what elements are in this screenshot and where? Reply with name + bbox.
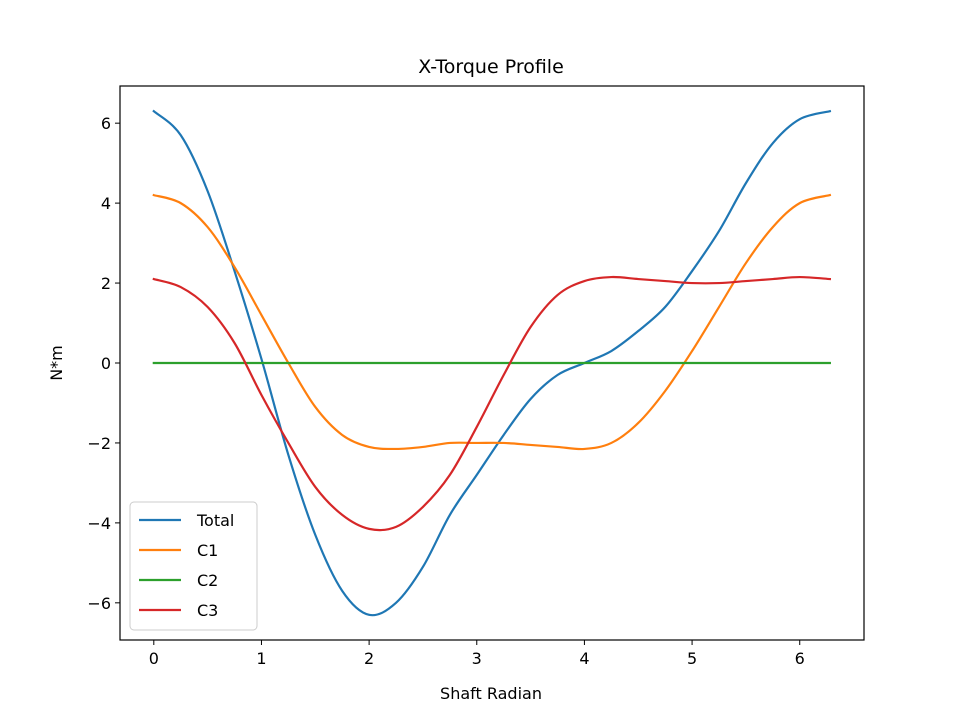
- y-axis-ticks: −6 −4 −2 0 2 4 6: [87, 114, 120, 613]
- x-tick-label: 6: [795, 649, 805, 668]
- series-line-c1: [152, 193, 832, 451]
- y-tick-label: 6: [101, 114, 111, 133]
- x-tick-label: 1: [256, 649, 266, 668]
- x-tick-label: 4: [579, 649, 589, 668]
- legend-box: [129, 501, 258, 631]
- legend-label-c2: C2: [197, 571, 218, 590]
- x-tick-label: 3: [472, 649, 482, 668]
- legend-label-c3: C3: [197, 601, 218, 620]
- series-line-c3: [152, 275, 832, 532]
- x-tick-label: 5: [687, 649, 697, 668]
- y-tick-label: −4: [87, 514, 111, 533]
- y-tick-label: 0: [101, 354, 111, 373]
- x-tick-label: 0: [149, 649, 159, 668]
- y-axis-label: N*m: [47, 345, 66, 381]
- series-line-total: [152, 109, 832, 617]
- y-tick-label: 2: [101, 274, 111, 293]
- x-tick-label: 2: [364, 649, 374, 668]
- legend-label-total: Total: [196, 511, 234, 530]
- y-tick-label: 4: [101, 194, 111, 213]
- plot-lines: [152, 109, 832, 617]
- x-axis-label: Shaft Radian: [440, 684, 542, 703]
- y-tick-label: −2: [87, 434, 111, 453]
- x-axis-ticks: 0 1 2 3 4 5 6: [149, 640, 805, 668]
- legend: Total C1 C2 C3: [129, 501, 258, 631]
- legend-label-c1: C1: [197, 541, 218, 560]
- chart-title: X-Torque Profile: [418, 56, 564, 78]
- y-tick-label: −6: [87, 594, 111, 613]
